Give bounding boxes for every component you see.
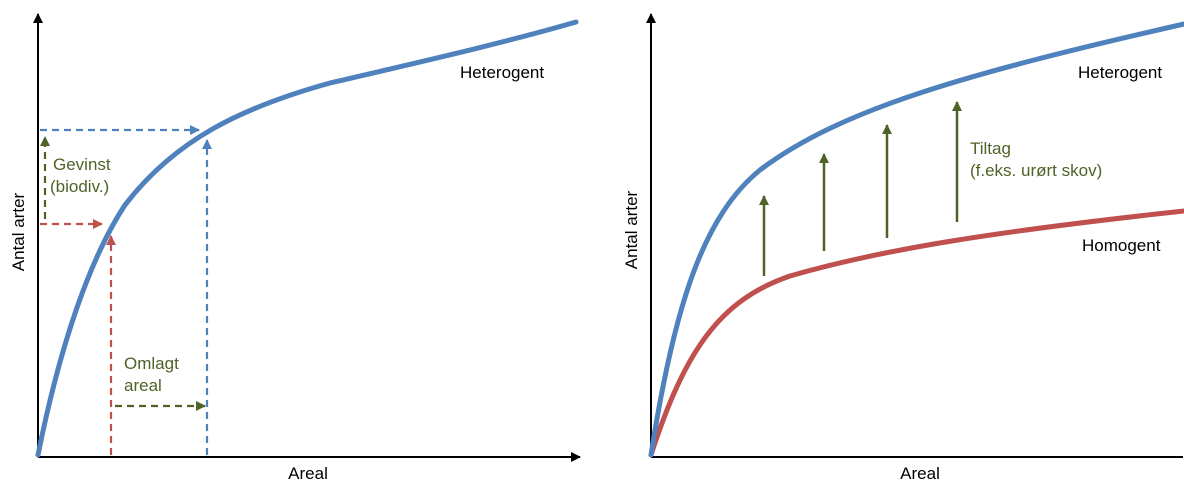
left-gain-label-line1: Gevinst xyxy=(53,155,111,174)
left-y-axis-label: Antal arter xyxy=(9,192,28,271)
right-upper-curve-label: Heterogent xyxy=(1078,63,1162,82)
right-panel: Heterogent Homogent Tiltag (f.eks. urørt… xyxy=(622,13,1184,483)
left-panel: Heterogent Gevinst (biodiv.) Omlagt area… xyxy=(9,13,581,483)
right-y-axis-label: Antal arter xyxy=(622,190,641,269)
left-area-label-line2: areal xyxy=(124,376,162,395)
right-heterogeneous-curve xyxy=(648,21,1184,458)
left-heterogeneous-curve xyxy=(35,19,579,458)
right-measure-label-line1: Tiltag xyxy=(970,139,1011,158)
right-lower-curve-label: Homogent xyxy=(1082,236,1161,255)
left-curve-label: Heterogent xyxy=(460,63,544,82)
right-homogeneous-curve xyxy=(648,208,1184,458)
left-x-axis-label: Areal xyxy=(288,464,328,483)
left-area-label-line1: Omlagt xyxy=(124,354,179,373)
right-x-axis-label: Areal xyxy=(900,464,940,483)
left-gain-label-line2: (biodiv.) xyxy=(50,177,109,196)
right-measure-label-line2: (f.eks. urørt skov) xyxy=(970,161,1102,180)
